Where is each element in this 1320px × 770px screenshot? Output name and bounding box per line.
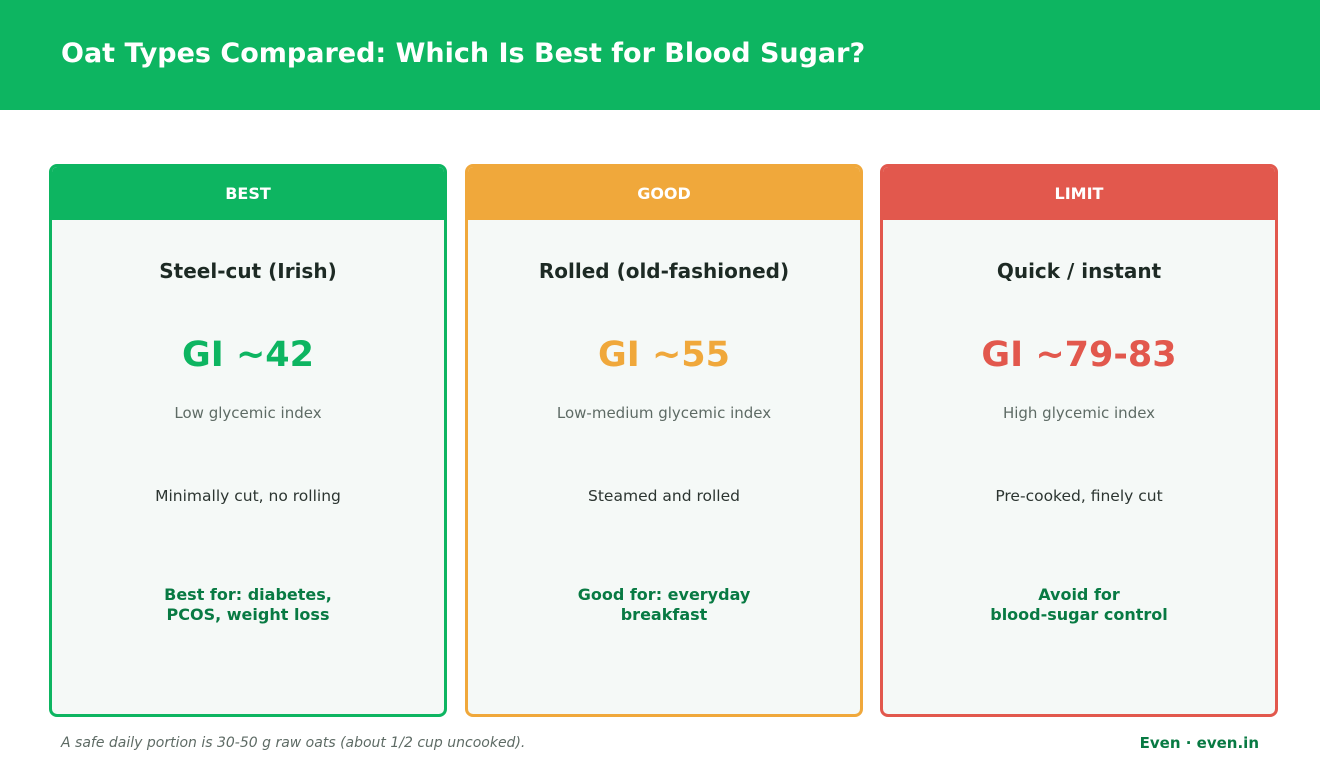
oat-type-name: Rolled (old-fashioned): [538, 259, 790, 283]
oat-type-name: Steel-cut (Irish): [159, 259, 337, 283]
gi-value: GI ~79-83: [981, 335, 1177, 375]
card-badge: LIMIT: [883, 167, 1275, 220]
card-steel-cut: BEST Steel-cut (Irish) GI ~42 Low glycem…: [49, 164, 447, 717]
recommendation-line: Avoid for: [1038, 585, 1120, 604]
recommendation-line: breakfast: [620, 605, 708, 624]
brand-credit: Even · even.in: [1139, 734, 1259, 752]
gi-value: GI ~55: [598, 335, 730, 375]
processing-description: Minimally cut, no rolling: [155, 487, 341, 505]
recommendation-line: blood-sugar control: [990, 605, 1168, 624]
recommendation: Good for: everyday breakfast: [508, 585, 820, 625]
gi-description: Low-medium glycemic index: [556, 404, 772, 422]
header-banner: Oat Types Compared: Which Is Best for Bl…: [0, 0, 1320, 110]
gi-value: GI ~42: [182, 335, 314, 375]
card-badge: GOOD: [468, 167, 860, 220]
gi-description: High glycemic index: [1002, 404, 1156, 422]
recommendation-line: Good for: everyday: [577, 585, 751, 604]
oat-type-name: Quick / instant: [996, 259, 1162, 283]
recommendation: Avoid for blood-sugar control: [923, 585, 1235, 625]
recommendation: Best for: diabetes, PCOS, weight loss: [92, 585, 404, 625]
page-title: Oat Types Compared: Which Is Best for Bl…: [61, 38, 866, 69]
recommendation-line: PCOS, weight loss: [166, 605, 330, 624]
portion-note: A safe daily portion is 30-50 g raw oats…: [61, 735, 526, 751]
processing-description: Steamed and rolled: [588, 487, 740, 505]
card-rolled: GOOD Rolled (old-fashioned) GI ~55 Low-m…: [465, 164, 863, 717]
card-badge: BEST: [52, 167, 444, 220]
card-quick-instant: LIMIT Quick / instant GI ~79-83 High gly…: [880, 164, 1278, 717]
gi-description: Low glycemic index: [174, 404, 322, 422]
recommendation-line: Best for: diabetes,: [164, 585, 332, 604]
processing-description: Pre-cooked, finely cut: [995, 487, 1163, 505]
